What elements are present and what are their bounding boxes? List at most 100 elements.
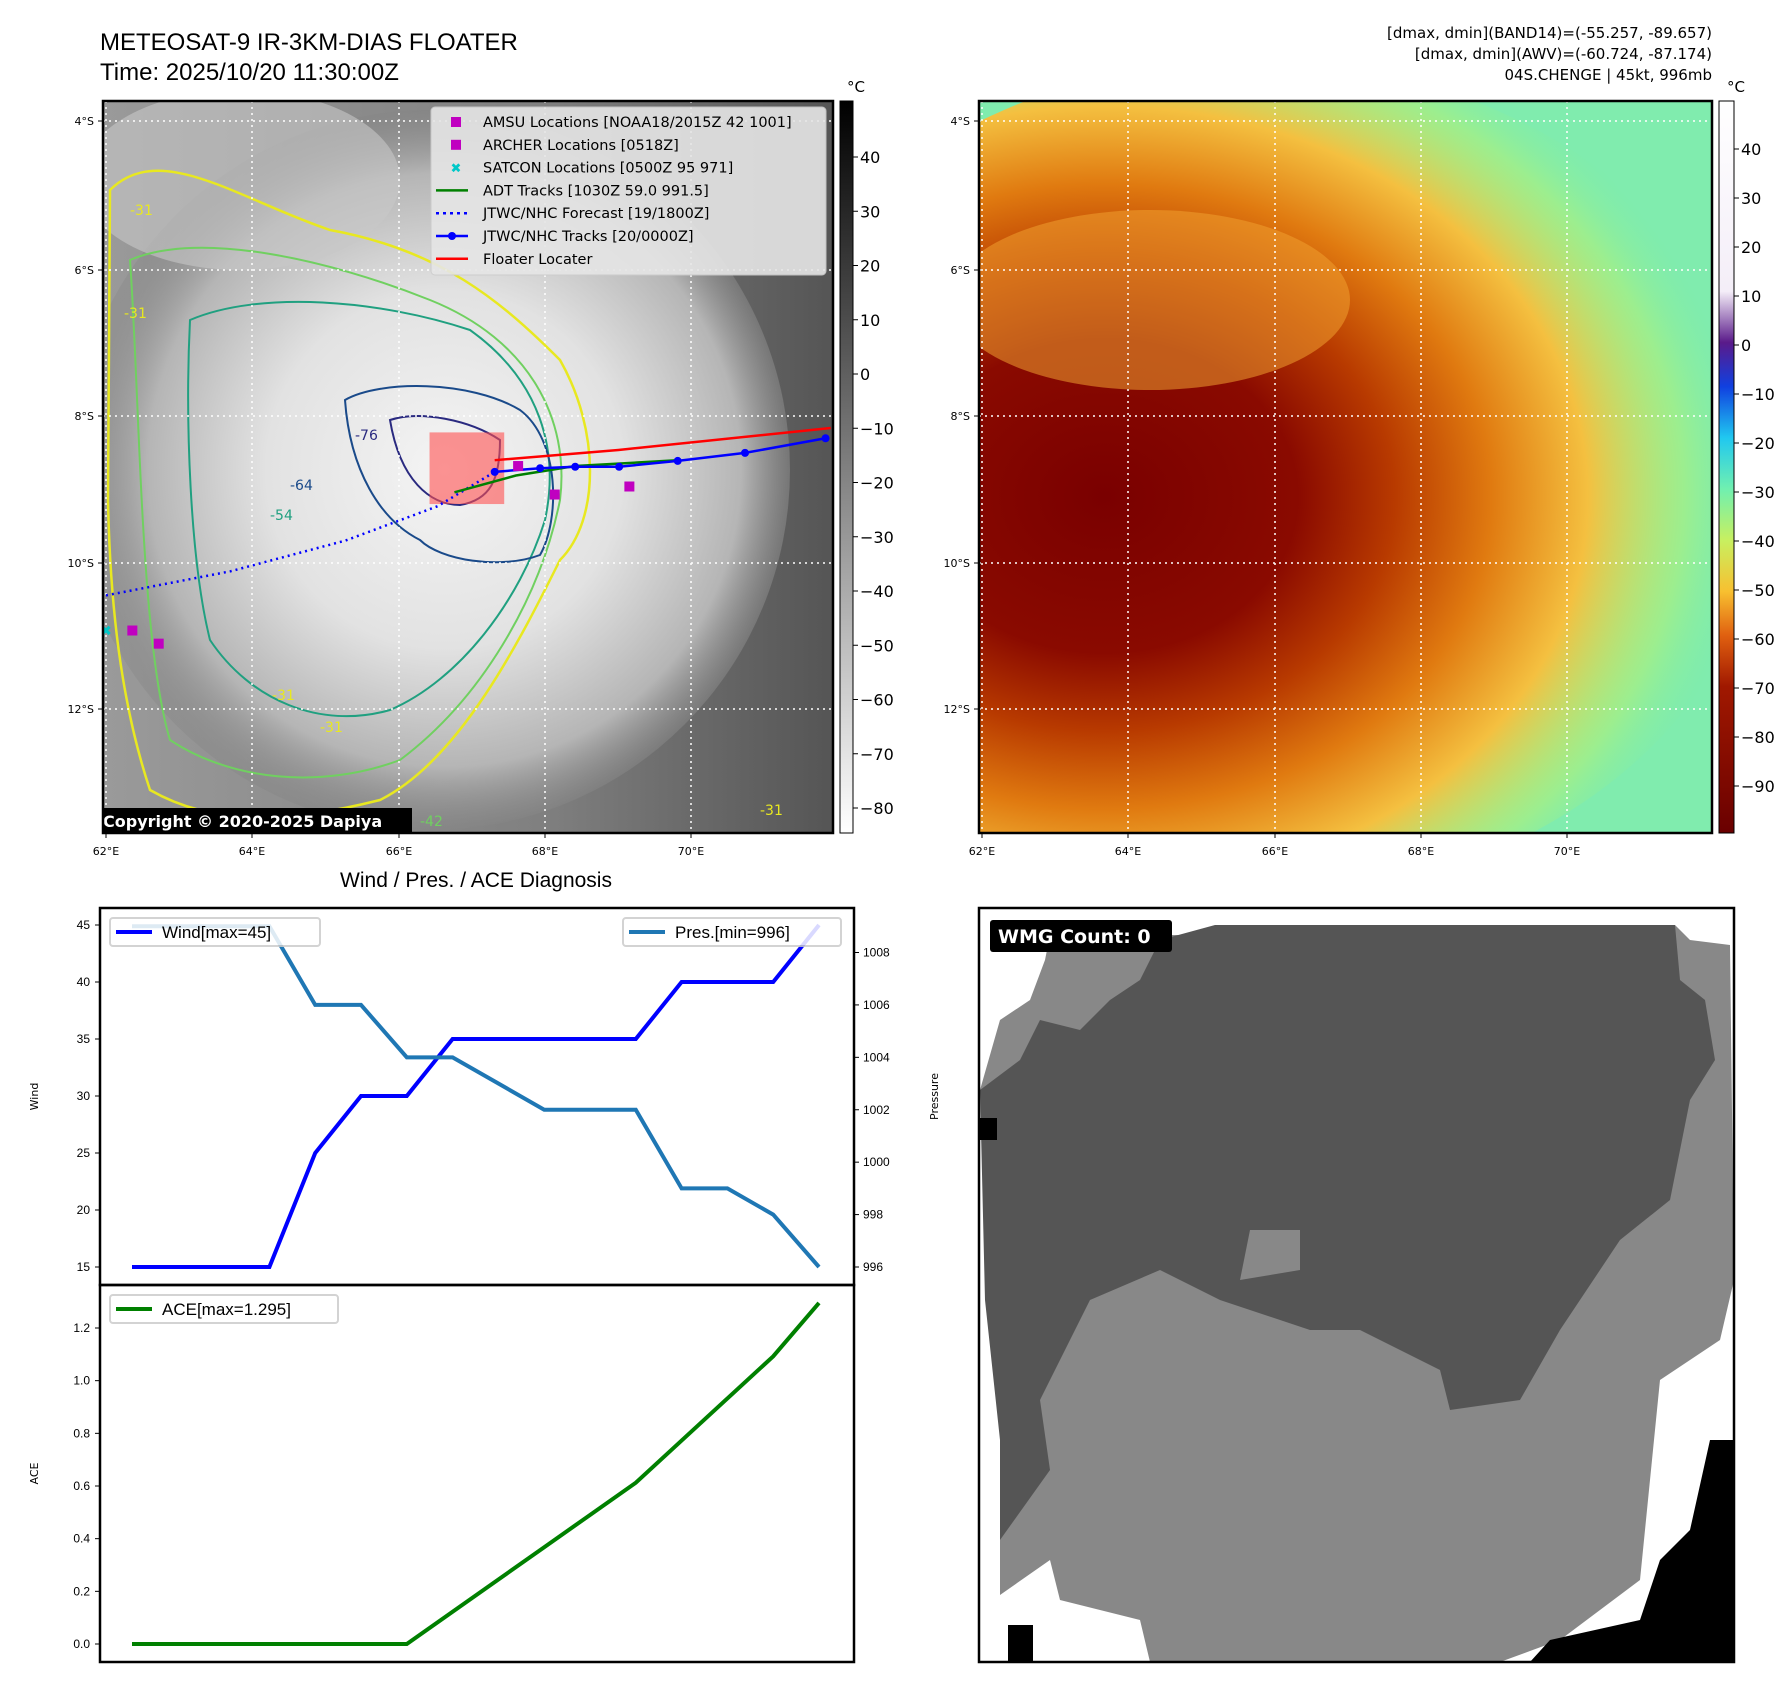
colorbar-tick-label: −60 (1741, 630, 1775, 649)
wind-pressure-chart: 15 20 25 30 35 40 45 Wind 996 998 1000 1002 1004 1006… (28, 906, 941, 1287)
lat-tick-label: 8°S (951, 410, 970, 423)
legend-box (109, 1294, 339, 1324)
floater-box (429, 432, 505, 505)
y-tick-label: 1.0 (73, 1374, 90, 1388)
legend-label: ADT Tracks [1030Z 59.0 991.5] (483, 183, 709, 199)
contour-label: -54 (270, 508, 293, 524)
jtwc-track-point (571, 462, 580, 471)
jtwc-forecast-line (105, 470, 496, 597)
contour-label: -31 (760, 803, 783, 819)
contour-label: -76 (355, 428, 378, 444)
y-right-axis-label: Pressure (928, 1073, 941, 1120)
figure-time: Time: 2025/10/20 11:30:00Z (100, 59, 399, 86)
colorbar-tick-label: −20 (860, 474, 894, 493)
floater-locater-line (494, 426, 831, 462)
legend-item: JTWC/NHC Forecast [19/1800Z] (436, 206, 709, 222)
colorbar-tick-label: −10 (860, 419, 894, 438)
legend-label: JTWC/NHC Tracks [20/0000Z] (482, 229, 694, 245)
ir-colorbar (839, 100, 854, 834)
ir-map-frame (101, 99, 835, 835)
jtwc-track-point (741, 448, 750, 457)
legend-label: ARCHER Locations [0518Z] (483, 138, 679, 154)
jtwc-track-point (673, 456, 682, 465)
colorbar-tick-label: 40 (860, 148, 880, 167)
legend-label: Pres.[min=996] (675, 923, 790, 942)
y-right-tick-label: 1006 (863, 998, 890, 1012)
copyright-text: Copyright © 2020-2025 Dapiya (103, 812, 382, 831)
colorbar-tick-label: 0 (1741, 336, 1751, 355)
colorbar-tick-label: −10 (1741, 385, 1775, 404)
lat-tick-label: 10°S (944, 557, 970, 570)
amsu-location-marker (549, 489, 560, 500)
lat-tick-label: 4°S (951, 115, 970, 128)
wmg-region-black (1530, 1440, 1734, 1662)
stats-band14: [dmax, dmin](BAND14)=(-55.257, -89.657) (1387, 24, 1712, 42)
diagnosis-title: Wind / Pres. / ACE Diagnosis (340, 869, 612, 892)
y-right-tick-label: 1002 (863, 1103, 890, 1117)
legend-item: Floater Locater (436, 252, 592, 268)
tracks-layer: ✖ (103, 426, 831, 649)
legend-item: AMSU Locations [NOAA18/2015Z 42 1001] (451, 115, 792, 131)
map-legend: AMSU Locations [NOAA18/2015Z 42 1001] ARC… (430, 106, 827, 276)
bd-colorbar (1718, 100, 1735, 834)
ir-map-panel[interactable]: ✖ -31 -31 -31 -31 -31 -42 -54 -64 -76 AM… (70, 90, 833, 833)
outer-band (979, 210, 1350, 390)
colorbar-tick-label: −70 (860, 745, 894, 764)
legend-label: Wind[max=45] (162, 923, 271, 942)
lat-tick-label: 12°S (944, 703, 970, 716)
wmg-count-box (990, 920, 1172, 952)
lat-tick-label: 4°S (75, 115, 94, 128)
legend-label: SATCON Locations [0500Z 95 971] (483, 161, 733, 177)
wmg-count: WMG Count: 0 (998, 926, 1151, 948)
lat-tick-label: 6°S (75, 264, 94, 277)
y-axis-label: Wind (28, 1083, 41, 1111)
y-tick-label: 0.2 (73, 1584, 90, 1598)
y-right-tick-label: 1008 (863, 946, 890, 960)
amsu-location-marker (127, 625, 138, 636)
legend-label: ACE[max=1.295] (162, 1300, 291, 1319)
jtwc-track-point (490, 467, 499, 476)
colorbar-tick-label: 20 (1741, 238, 1761, 257)
amsu-location-marker (624, 481, 635, 492)
y-tick-label: 45 (77, 918, 91, 932)
cloud-band (103, 101, 400, 270)
storm-info: 04S.CHENGE | 45kt, 996mb (1505, 66, 1712, 84)
colorbar-tick-label: −40 (860, 582, 894, 601)
bd-colorbar-ticks: 40 30 20 10 0 −10 −20 −30 −40 −50 −60 −70 −80 −90 (1734, 140, 1775, 796)
y-tick-label: 0.0 (73, 1637, 90, 1651)
y-right-tick-label: 1004 (863, 1050, 890, 1064)
wmg-panel: WMG Count: 0 (979, 908, 1734, 1662)
y-tick-label: 0.6 (73, 1479, 90, 1493)
y-tick-label: 0.8 (73, 1426, 90, 1440)
lon-tick-label: 66°E (386, 845, 412, 858)
legend-label: JTWC/NHC Forecast [19/1800Z] (482, 206, 709, 222)
jtwc-track-point (536, 464, 545, 473)
colorbar-tick-label: −40 (1741, 532, 1775, 551)
lon-tick-label: 70°E (678, 845, 704, 858)
wmg-region-dark (980, 925, 1715, 1540)
map-axis-ticks: 4°S 6°S 8°S 10°S 12°S 62°E 64°E 66°E 68°E 70°E 4°S… (68, 115, 1581, 858)
amsu-location-marker (513, 461, 524, 472)
y-right-tick-label: 1000 (863, 1155, 890, 1169)
colorbar-tick-label: 10 (1741, 287, 1761, 306)
legend-item: JTWC/NHC Tracks [20/0000Z] (436, 229, 694, 245)
contour-label: -31 (272, 688, 295, 704)
legend-box (622, 917, 842, 947)
legend-box (109, 917, 321, 947)
colorbar-tick-label: −30 (1741, 483, 1775, 502)
legend-square-icon (451, 139, 461, 150)
chart-frame (98, 1283, 856, 1664)
contour-label: -42 (420, 814, 443, 830)
y-tick-label: 20 (77, 1203, 91, 1217)
bd-map-panel[interactable] (730, 60, 1770, 900)
ace-chart: 0.0 0.2 0.4 0.6 0.8 1.0 1.2 ACE ACE[max=1.295] (28, 1283, 856, 1664)
chart-frame (98, 906, 856, 1287)
wmg-region-light (1240, 1230, 1300, 1280)
legend-item: ADT Tracks [1030Z 59.0 991.5] (436, 183, 709, 199)
contour-label: -31 (320, 720, 343, 736)
amsu-location-marker (153, 638, 164, 649)
lon-tick-label: 62°E (93, 845, 119, 858)
y-tick-label: 1.2 (73, 1321, 90, 1335)
y-tick-label: 15 (77, 1260, 91, 1274)
legend-label: AMSU Locations [NOAA18/2015Z 42 1001] (483, 115, 792, 131)
